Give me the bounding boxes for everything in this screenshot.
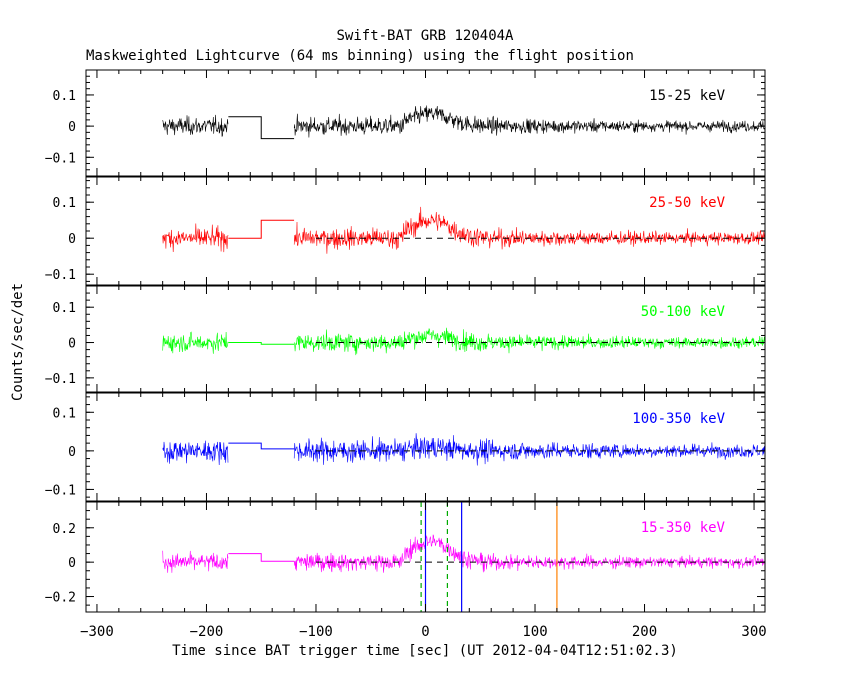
y-tick-label: 0 bbox=[68, 445, 76, 460]
gap-step-line bbox=[228, 553, 295, 562]
gap-step-line bbox=[228, 219, 295, 239]
band-label: 25-50 keV bbox=[649, 195, 725, 211]
x-tick-label: 300 bbox=[741, 624, 766, 640]
series-trace bbox=[162, 206, 765, 254]
gap-step-line bbox=[228, 116, 295, 140]
x-tick-label: −300 bbox=[80, 624, 114, 640]
y-tick-label: 0 bbox=[68, 120, 76, 135]
x-axis: −300 −200 −100 0 100 200 300 bbox=[80, 624, 767, 640]
panels-group: 0.1 0 −0.1 15-25 keV 0.1 0 −0.1 25-50 keV 0.1 0 −0… bbox=[45, 69, 766, 613]
panel-frame bbox=[85, 392, 766, 502]
x-tick-label: 100 bbox=[522, 624, 547, 640]
y-tick-label: 0.1 bbox=[53, 89, 76, 104]
y-tick-label: 0.1 bbox=[53, 406, 76, 421]
y-tick-label: −0.1 bbox=[45, 372, 76, 387]
y-tick-label: 0 bbox=[68, 232, 76, 247]
y-axis-label: Counts/sec/det bbox=[10, 283, 26, 401]
series-trace bbox=[162, 327, 765, 356]
y-tick-label: 0.2 bbox=[53, 522, 76, 537]
y-tick-label: −0.1 bbox=[45, 151, 76, 166]
band-label: 15-350 keV bbox=[641, 520, 726, 536]
y-tick-label: −0.1 bbox=[45, 483, 76, 498]
panel-2: 0.1 0 −0.1 25-50 keV bbox=[45, 176, 766, 286]
panel-1: 0.1 0 −0.1 15-25 keV bbox=[45, 69, 766, 177]
panel-5: 0.2 0 −0.2 15-350 keV bbox=[45, 501, 766, 613]
gap-step-line bbox=[228, 342, 295, 345]
band-label: 100-350 keV bbox=[632, 411, 725, 427]
gap-step-line bbox=[228, 442, 295, 450]
y-tick-label: 0.1 bbox=[53, 301, 76, 316]
chart-subtitle: Maskweighted Lightcurve (64 ms binning) … bbox=[86, 48, 634, 64]
band-label: 15-25 keV bbox=[649, 88, 725, 104]
y-tick-label: −0.1 bbox=[45, 268, 76, 283]
x-tick-label: 200 bbox=[632, 624, 657, 640]
y-tick-label: 0 bbox=[68, 556, 76, 571]
series-trace bbox=[162, 105, 765, 138]
chart-title: Swift-BAT GRB 120404A bbox=[336, 28, 514, 44]
panel-frame bbox=[85, 176, 766, 286]
y-tick-label: −0.2 bbox=[45, 591, 76, 606]
x-tick-label: −200 bbox=[190, 624, 224, 640]
x-axis-label: Time since BAT trigger time [sec] (UT 20… bbox=[172, 643, 678, 659]
series-trace bbox=[162, 534, 765, 573]
series-trace bbox=[162, 433, 765, 466]
y-tick-label: 0.1 bbox=[53, 196, 76, 211]
x-tick-label: 0 bbox=[421, 624, 429, 640]
panel-4: 0.1 0 −0.1 100-350 keV bbox=[45, 392, 766, 502]
x-tick-label: −100 bbox=[299, 624, 333, 640]
y-tick-label: 0 bbox=[68, 337, 76, 352]
panel-3: 0.1 0 −0.1 50-100 keV bbox=[45, 285, 766, 393]
band-label: 50-100 keV bbox=[641, 304, 726, 320]
